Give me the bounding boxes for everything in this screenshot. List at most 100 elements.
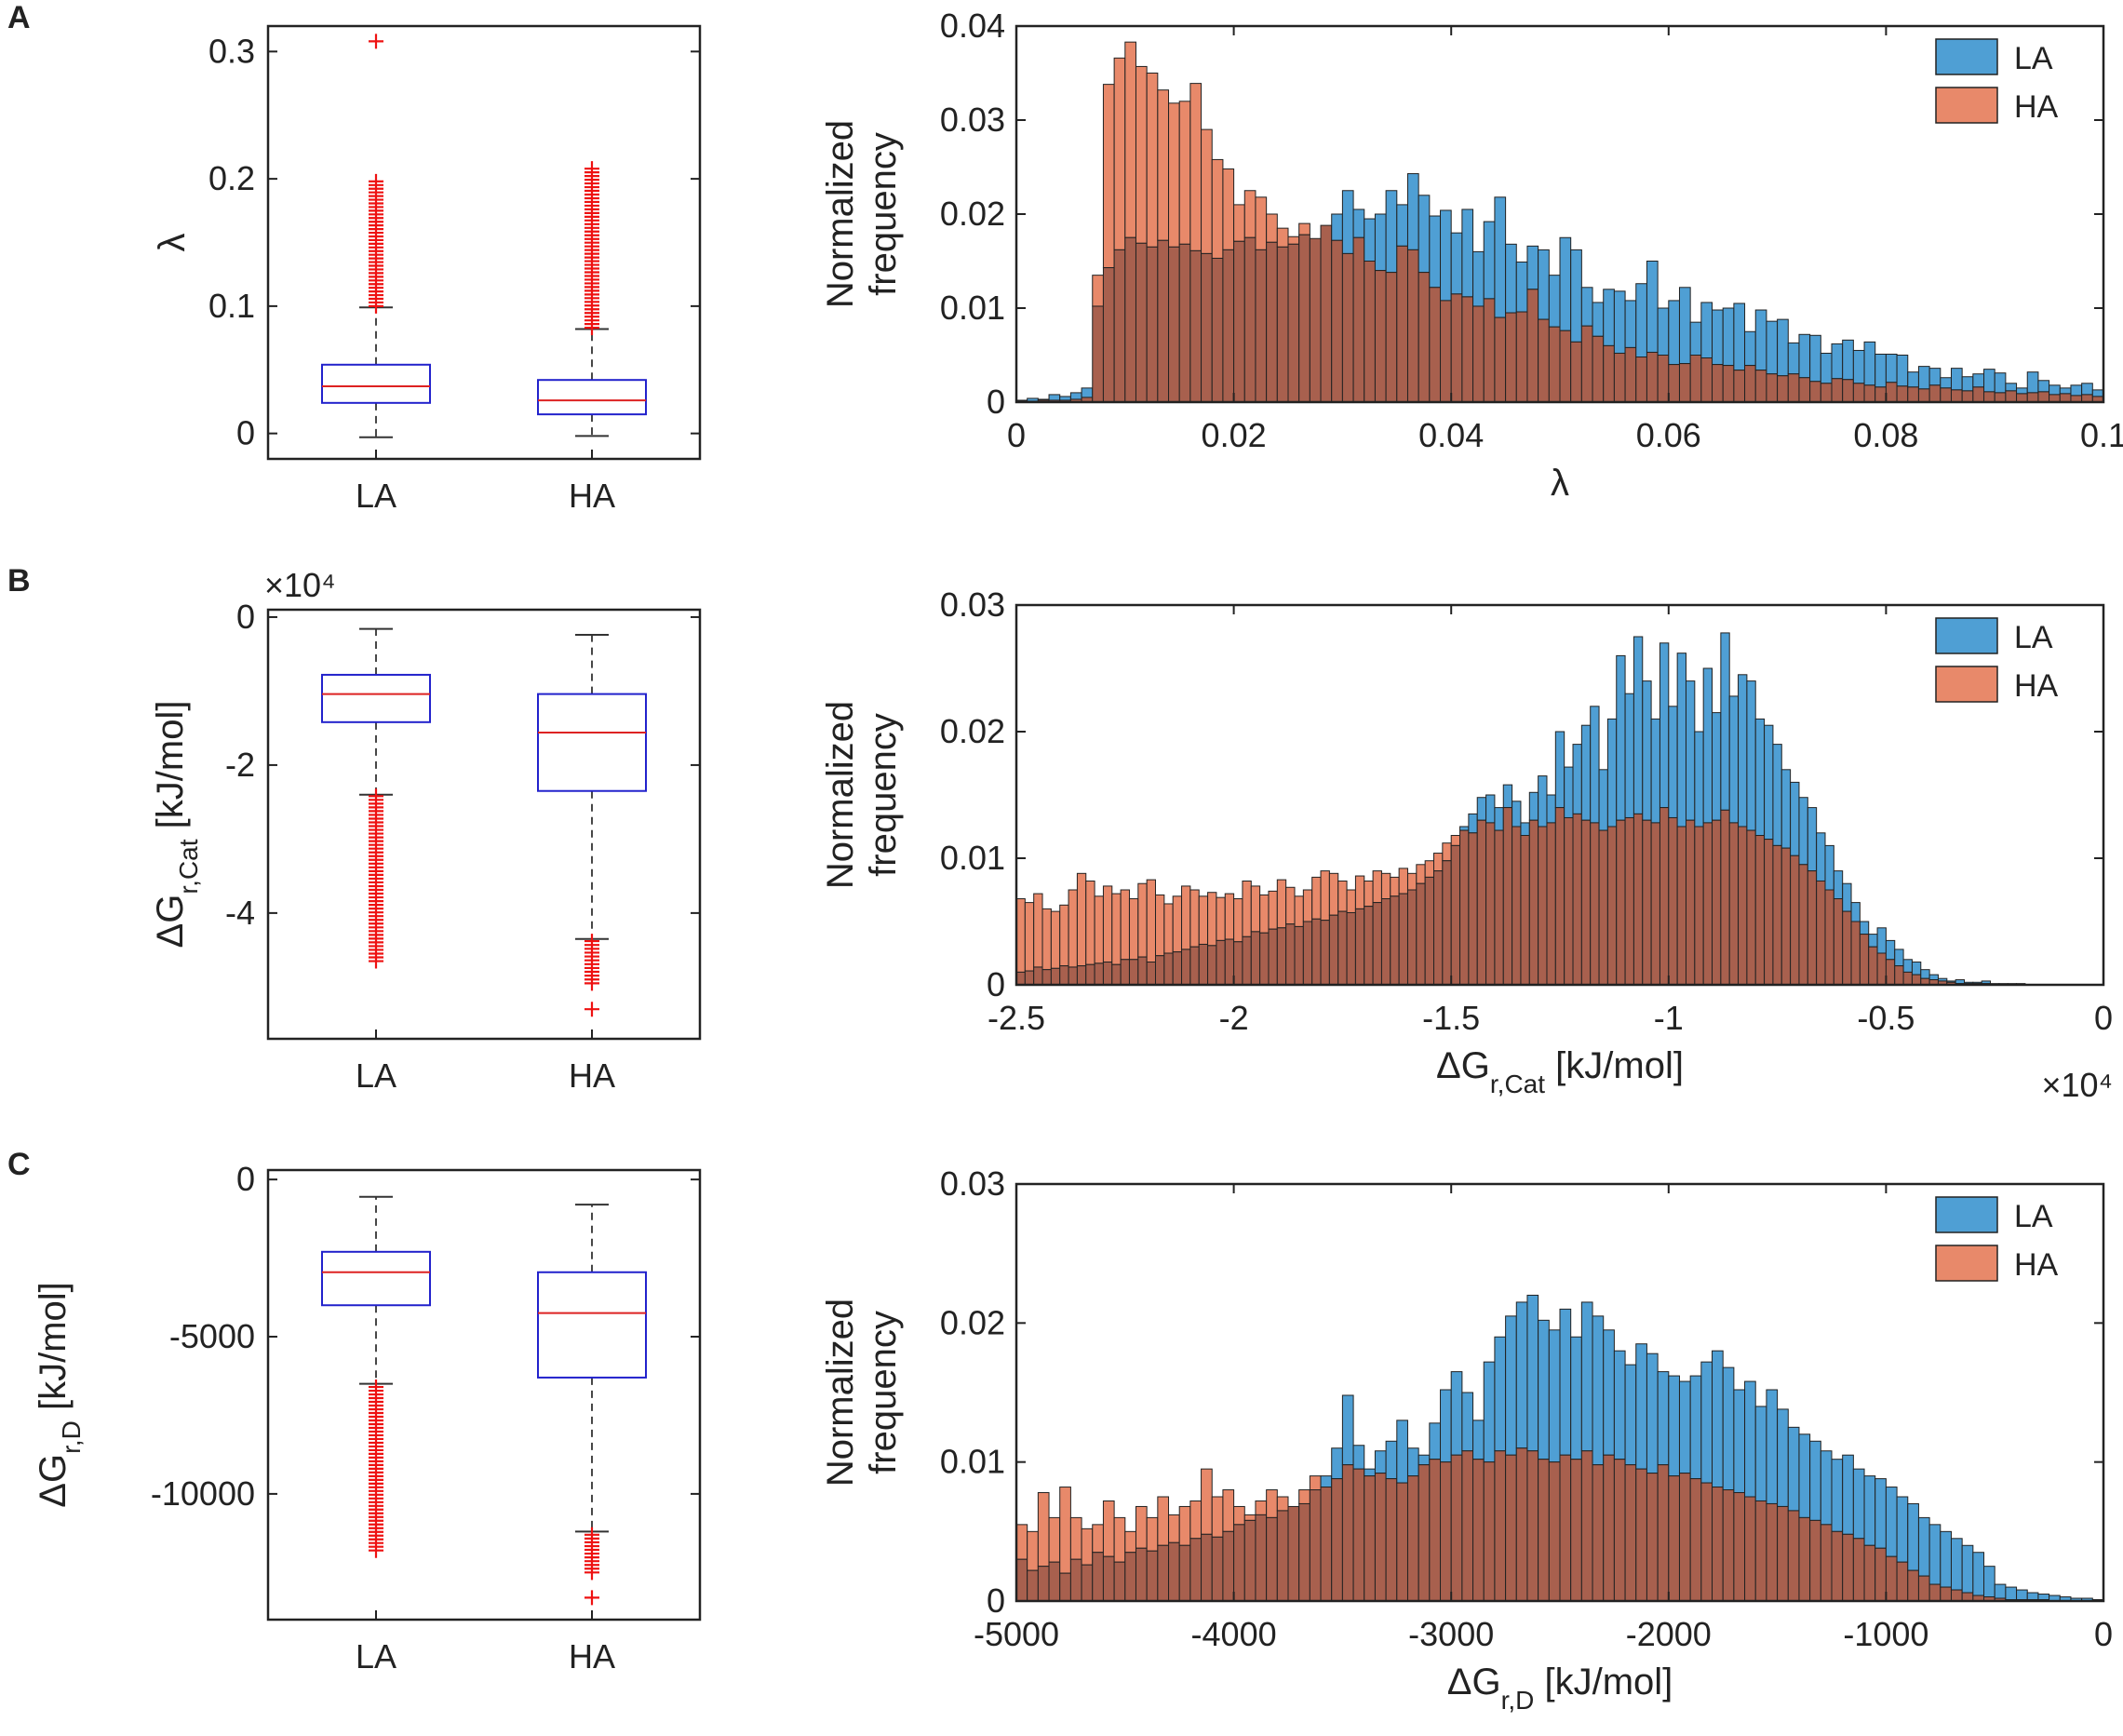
bar-la xyxy=(1852,349,1865,384)
bar-la xyxy=(1780,769,1792,849)
legend: LA HA xyxy=(1935,1196,2059,1283)
bar-overlap xyxy=(1668,816,1678,986)
iqr-box xyxy=(537,693,647,792)
bar-overlap xyxy=(1657,355,1670,403)
bar-ha xyxy=(1433,853,1444,872)
y-tick-label: 0.04 xyxy=(940,7,1005,45)
bar-ha xyxy=(1069,1516,1082,1560)
bar-la xyxy=(1459,826,1470,831)
bar-overlap xyxy=(1798,864,1808,986)
bar-overlap xyxy=(1440,1461,1452,1602)
bar-overlap xyxy=(1352,1468,1365,1602)
bar-la xyxy=(1940,1530,1952,1588)
bar-la xyxy=(1676,653,1686,828)
bar-overlap xyxy=(1372,902,1382,986)
bar-overlap xyxy=(1766,373,1779,403)
x-axis-label-subscript: r,Cat xyxy=(1490,1070,1545,1098)
bar-la xyxy=(1700,1361,1713,1484)
bar-overlap xyxy=(1512,826,1522,986)
bar-overlap xyxy=(1689,1478,1702,1602)
bar-overlap xyxy=(1842,1533,1854,1602)
bar-overlap xyxy=(1613,352,1626,403)
bar-overlap xyxy=(1700,1482,1713,1602)
bar-overlap xyxy=(1606,826,1618,986)
bar-la xyxy=(1983,1566,1995,1598)
bar-ha xyxy=(1048,1516,1061,1563)
bar-ha xyxy=(1207,892,1217,947)
y-tick-label: 0.03 xyxy=(940,101,1005,139)
bar-la xyxy=(1807,807,1818,872)
bar-overlap xyxy=(1364,1475,1376,1602)
bar-overlap xyxy=(1255,249,1268,403)
bar-overlap xyxy=(1015,971,1026,986)
bar-overlap xyxy=(1928,384,1942,403)
bar-overlap xyxy=(1624,346,1637,403)
outlier-markers xyxy=(584,161,599,336)
bar-la xyxy=(1570,249,1582,343)
bar-la xyxy=(1450,232,1463,295)
bar-overlap xyxy=(1294,925,1304,986)
bar-la xyxy=(1831,1459,1844,1532)
bar-overlap xyxy=(1207,945,1217,986)
bar-la xyxy=(2091,389,2104,397)
x-tick-label: 0.02 xyxy=(1202,416,1267,454)
bar-la xyxy=(1907,371,1919,388)
bar-overlap xyxy=(1859,934,1870,986)
bar-ha xyxy=(1250,885,1261,933)
outlier-markers xyxy=(369,1379,383,1558)
bar-overlap xyxy=(1633,813,1644,986)
y-tick-label: 0.02 xyxy=(940,195,1005,233)
bar-overlap xyxy=(1276,927,1287,986)
bar-ha xyxy=(1120,889,1130,961)
bar-overlap xyxy=(1485,822,1496,986)
bar-overlap xyxy=(1222,1530,1235,1602)
bar-ha xyxy=(1178,101,1191,245)
bar-ha xyxy=(1309,1475,1322,1491)
legend: LA HA xyxy=(1935,38,2059,125)
bar-overlap xyxy=(1364,906,1374,986)
bar-overlap xyxy=(1603,344,1615,403)
box-la xyxy=(321,627,431,969)
bar-overlap xyxy=(1172,951,1183,986)
bar-ha xyxy=(1390,876,1400,897)
bar-overlap xyxy=(1298,1502,1310,1602)
outlier-markers xyxy=(584,934,599,1017)
bar-la xyxy=(1429,1422,1442,1460)
bar-overlap xyxy=(1950,1589,1963,1602)
y-tick-label: -10000 xyxy=(151,1474,255,1513)
bar-overlap xyxy=(1276,246,1289,403)
bar-overlap xyxy=(1429,287,1442,403)
bar-overlap xyxy=(1961,1592,1974,1602)
bar-la xyxy=(1798,1433,1811,1518)
bar-la xyxy=(1868,934,1878,948)
bar-overlap xyxy=(1024,970,1035,986)
bar-overlap xyxy=(1461,1450,1474,1602)
bar-overlap xyxy=(1885,959,1896,986)
bar-la xyxy=(1528,791,1539,821)
bar-overlap xyxy=(1646,351,1659,403)
bar-overlap xyxy=(1635,1468,1647,1602)
bar-overlap xyxy=(1676,826,1686,986)
bar-overlap xyxy=(1163,952,1174,986)
bar-la xyxy=(1712,1350,1724,1488)
bar-overlap xyxy=(1722,1489,1735,1602)
bar-ha xyxy=(1033,893,1043,968)
y-axis-label-line2: frequency xyxy=(863,713,904,877)
bar-overlap xyxy=(1746,829,1756,986)
bar-overlap xyxy=(1874,386,1887,403)
bar-overlap xyxy=(1222,249,1235,403)
bar-la xyxy=(1461,209,1474,298)
bar-overlap xyxy=(1155,955,1165,986)
bar-overlap xyxy=(1902,971,1913,986)
bar-overlap xyxy=(1738,826,1748,986)
bar-overlap xyxy=(1764,839,1774,986)
bar-overlap xyxy=(1494,316,1507,403)
bar-la xyxy=(2049,384,2061,396)
y-tick-label: 0.03 xyxy=(940,1164,1005,1203)
bar-la xyxy=(1081,387,1094,398)
bar-la xyxy=(1341,190,1354,254)
bar-overlap xyxy=(1128,959,1139,986)
bar-la xyxy=(1712,712,1722,821)
bar-la xyxy=(1917,366,1930,390)
